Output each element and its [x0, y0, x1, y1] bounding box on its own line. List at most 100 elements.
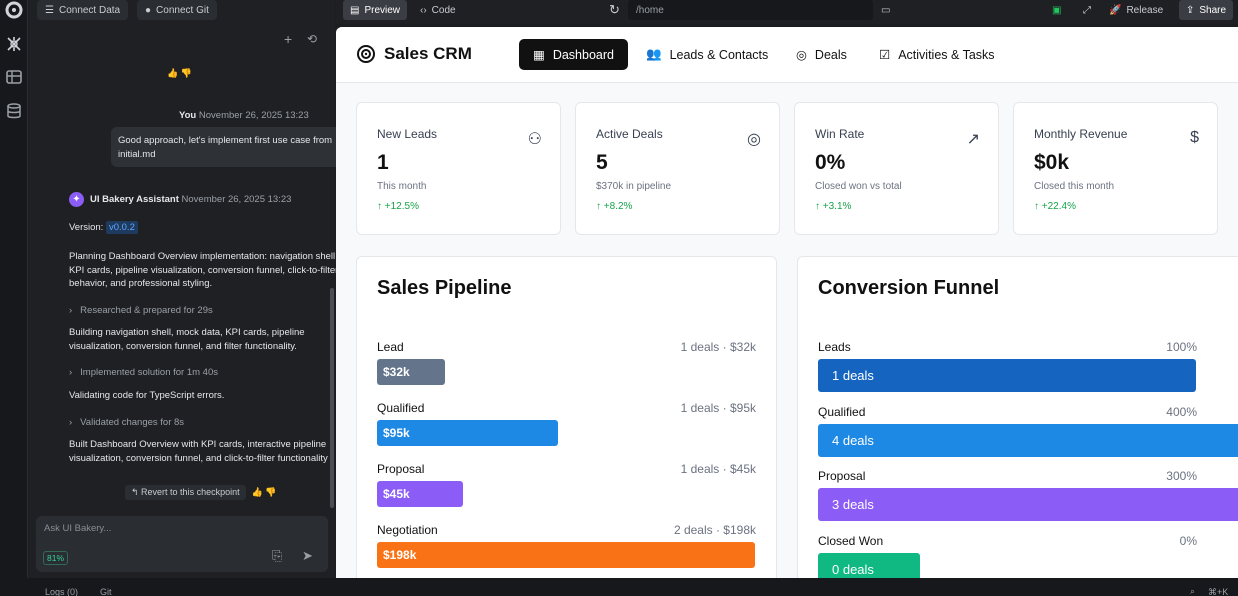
preview-tab[interactable]: ▤ Preview	[343, 0, 408, 20]
pipeline-stage-meta: 1 deals · $45k	[680, 462, 756, 476]
dashboard-icon: ▦	[533, 48, 545, 62]
feedback-icons[interactable]: 👍 👎	[251, 487, 277, 497]
nav-tab-deals[interactable]: ◎ Deals	[782, 39, 861, 70]
step-label: Implemented solution for 1m 40s	[80, 367, 218, 378]
preview-icon: ▤	[350, 4, 360, 16]
target-logo-icon	[357, 45, 375, 63]
editor-topbar: ▤ Preview ‹› Code ↻ /home ▭ ▣ ⤢ 🚀 Releas…	[336, 0, 1238, 24]
conversion-funnel-card: Conversion Funnel Leads 100% 1 deals Qualif…	[797, 256, 1238, 578]
step-label: Researched & prepared for 29s	[80, 305, 213, 316]
sales-pipeline-card: Sales Pipeline Lead 1 deals · $32k $32k Qua…	[356, 256, 777, 578]
revert-checkpoint-button[interactable]: ↰ Revert to this checkpoint	[125, 485, 246, 500]
kpi-label: New Leads	[377, 127, 438, 141]
brand[interactable]: Sales CRM	[356, 44, 472, 64]
database-icon: ☰	[45, 4, 54, 16]
users-icon: 👥	[646, 47, 662, 61]
code-icon: ‹›	[420, 4, 427, 16]
assistant-paragraph: Built Dashboard Overview with KPI cards,…	[69, 439, 328, 464]
share-button[interactable]: ⇪ Share	[1179, 0, 1234, 20]
share-label: Share	[1199, 4, 1227, 16]
release-button[interactable]: 🚀 Release	[1102, 0, 1170, 20]
pipeline-stage-label: Lead	[377, 340, 404, 354]
version-label: Version:	[69, 222, 104, 233]
pipeline-stage-meta: 1 deals · $32k	[680, 340, 756, 354]
chevron-right-icon: ›	[69, 305, 73, 316]
database-icon[interactable]	[5, 102, 23, 120]
funnel-bar[interactable]: 1 deals	[818, 359, 1196, 392]
card-title: Conversion Funnel	[818, 277, 1000, 299]
funnel-bar[interactable]: 3 deals	[818, 488, 1238, 521]
pipeline-bar[interactable]: $95k	[377, 420, 558, 446]
chat-toolbar: ☰ Connect Data ● Connect Git	[29, 0, 335, 24]
step-researched[interactable]: › Researched & prepared for 29s	[69, 305, 213, 316]
funnel-stage-percent: 100%	[1166, 340, 1197, 354]
checkbox-icon: ☑	[879, 48, 891, 62]
pipeline-stage-label: Negotiation	[377, 523, 438, 537]
funnel-stage-label: Closed Won	[818, 533, 884, 548]
feedback-icons[interactable]: 👍 👎	[167, 68, 192, 78]
app-preview: Sales CRM ▦ Dashboard 👥 Leads & Contacts…	[336, 27, 1238, 578]
kpi-value: 0%	[815, 151, 846, 174]
chat-input-placeholder: Ask UI Bakery...	[44, 523, 112, 534]
kpi-card-monthly-revenue[interactable]: Monthly Revenue $ $0k Closed this month …	[1013, 102, 1218, 235]
users-icon: ⚇	[527, 131, 542, 148]
step-implemented[interactable]: › Implemented solution for 1m 40s	[69, 367, 218, 378]
connect-git-label: Connect Git	[156, 4, 209, 16]
kpi-value: 1	[377, 151, 389, 174]
connect-data-button[interactable]: ☰ Connect Data	[37, 0, 129, 20]
nav-tab-label: Leads & Contacts	[669, 47, 769, 62]
assistant-paragraph: Building navigation shell, mock data, KP…	[69, 327, 305, 352]
kpi-card-active-deals[interactable]: Active Deals ◎ 5 $370k in pipeline ↑ +8.…	[575, 102, 780, 235]
search-icon[interactable]: ⌕	[1190, 586, 1196, 596]
git-tab[interactable]: Git	[100, 587, 112, 596]
kpi-card-new-leads[interactable]: New Leads ⚇ 1 This month ↑ +12.5%	[356, 102, 561, 235]
pipeline-bar[interactable]: $45k	[377, 481, 463, 507]
status-bar: Logs (0) Git ⌕ ⌘+K	[0, 578, 1238, 596]
funnel-stage-percent: 400%	[1166, 404, 1197, 419]
device-preview-icon[interactable]: ▭	[881, 4, 891, 16]
ai-assistant-icon[interactable]	[5, 35, 23, 53]
chat-input-box[interactable]: Ask UI Bakery... 81% ⎘ ➤	[36, 516, 328, 572]
funnel-bar[interactable]: 4 deals	[818, 423, 1238, 457]
kpi-subtext: Closed won vs total	[815, 181, 902, 192]
kpi-trend: ↑ +8.2%	[596, 201, 633, 212]
user-message-meta: You November 26, 2025 13:23	[179, 110, 309, 121]
pipeline-bar[interactable]: $198k	[377, 542, 755, 568]
funnel-stage-label: Proposal	[818, 469, 866, 483]
brand-name: Sales CRM	[384, 44, 472, 63]
pipeline-bar[interactable]: $32k	[377, 359, 445, 385]
revert-label: Revert to this checkpoint	[141, 487, 240, 497]
attach-icon[interactable]: ⎘	[272, 548, 283, 563]
fullscreen-icon[interactable]: ⤢	[1083, 4, 1091, 16]
funnel-bar[interactable]: 0 deals	[818, 552, 920, 578]
kpi-subtext: This month	[377, 181, 427, 192]
assistant-paragraph: Validating code for TypeScript errors.	[69, 390, 225, 401]
nav-tab-dashboard[interactable]: ▦ Dashboard	[519, 39, 628, 70]
nav-tab-leads-contacts[interactable]: 👥 Leads & Contacts	[632, 39, 782, 70]
funnel-stage-percent: 300%	[1166, 469, 1197, 483]
version-line: Version: v0.0.2	[69, 221, 351, 235]
app-logo-icon[interactable]	[4, 0, 24, 20]
revert-row: ↰ Revert to this checkpoint 👍 👎	[125, 485, 277, 500]
chat-scrollbar[interactable]	[330, 288, 334, 508]
table-icon[interactable]	[5, 68, 23, 86]
history-icon[interactable]: ⟲	[307, 32, 318, 46]
refresh-icon[interactable]: ↻	[609, 2, 620, 17]
trending-up-icon: ↗	[966, 131, 980, 148]
logs-tab[interactable]: Logs (0)	[45, 587, 79, 596]
context-usage-badge: 81%	[43, 551, 69, 565]
new-chat-icon[interactable]: +	[284, 31, 293, 47]
assistant-message-header: ✦ UI Bakery Assistant November 26, 2025 …	[69, 192, 291, 207]
save-icon[interactable]: ▣	[1052, 4, 1062, 16]
send-icon[interactable]: ➤	[302, 548, 313, 563]
chevron-right-icon: ›	[69, 417, 73, 428]
url-input[interactable]: /home	[628, 0, 873, 20]
nav-tab-activities-tasks[interactable]: ☑ Activities & Tasks	[865, 39, 1009, 70]
dollar-icon: $	[1190, 129, 1199, 146]
share-icon: ⇪	[1186, 4, 1195, 16]
kpi-card-win-rate[interactable]: Win Rate ↗ 0% Closed won vs total ↑ +3.1…	[794, 102, 999, 235]
code-tab[interactable]: ‹› Code	[413, 0, 463, 20]
step-validated[interactable]: › Validated changes for 8s	[69, 417, 184, 428]
kpi-value: 5	[596, 151, 608, 174]
connect-git-button[interactable]: ● Connect Git	[137, 0, 217, 20]
